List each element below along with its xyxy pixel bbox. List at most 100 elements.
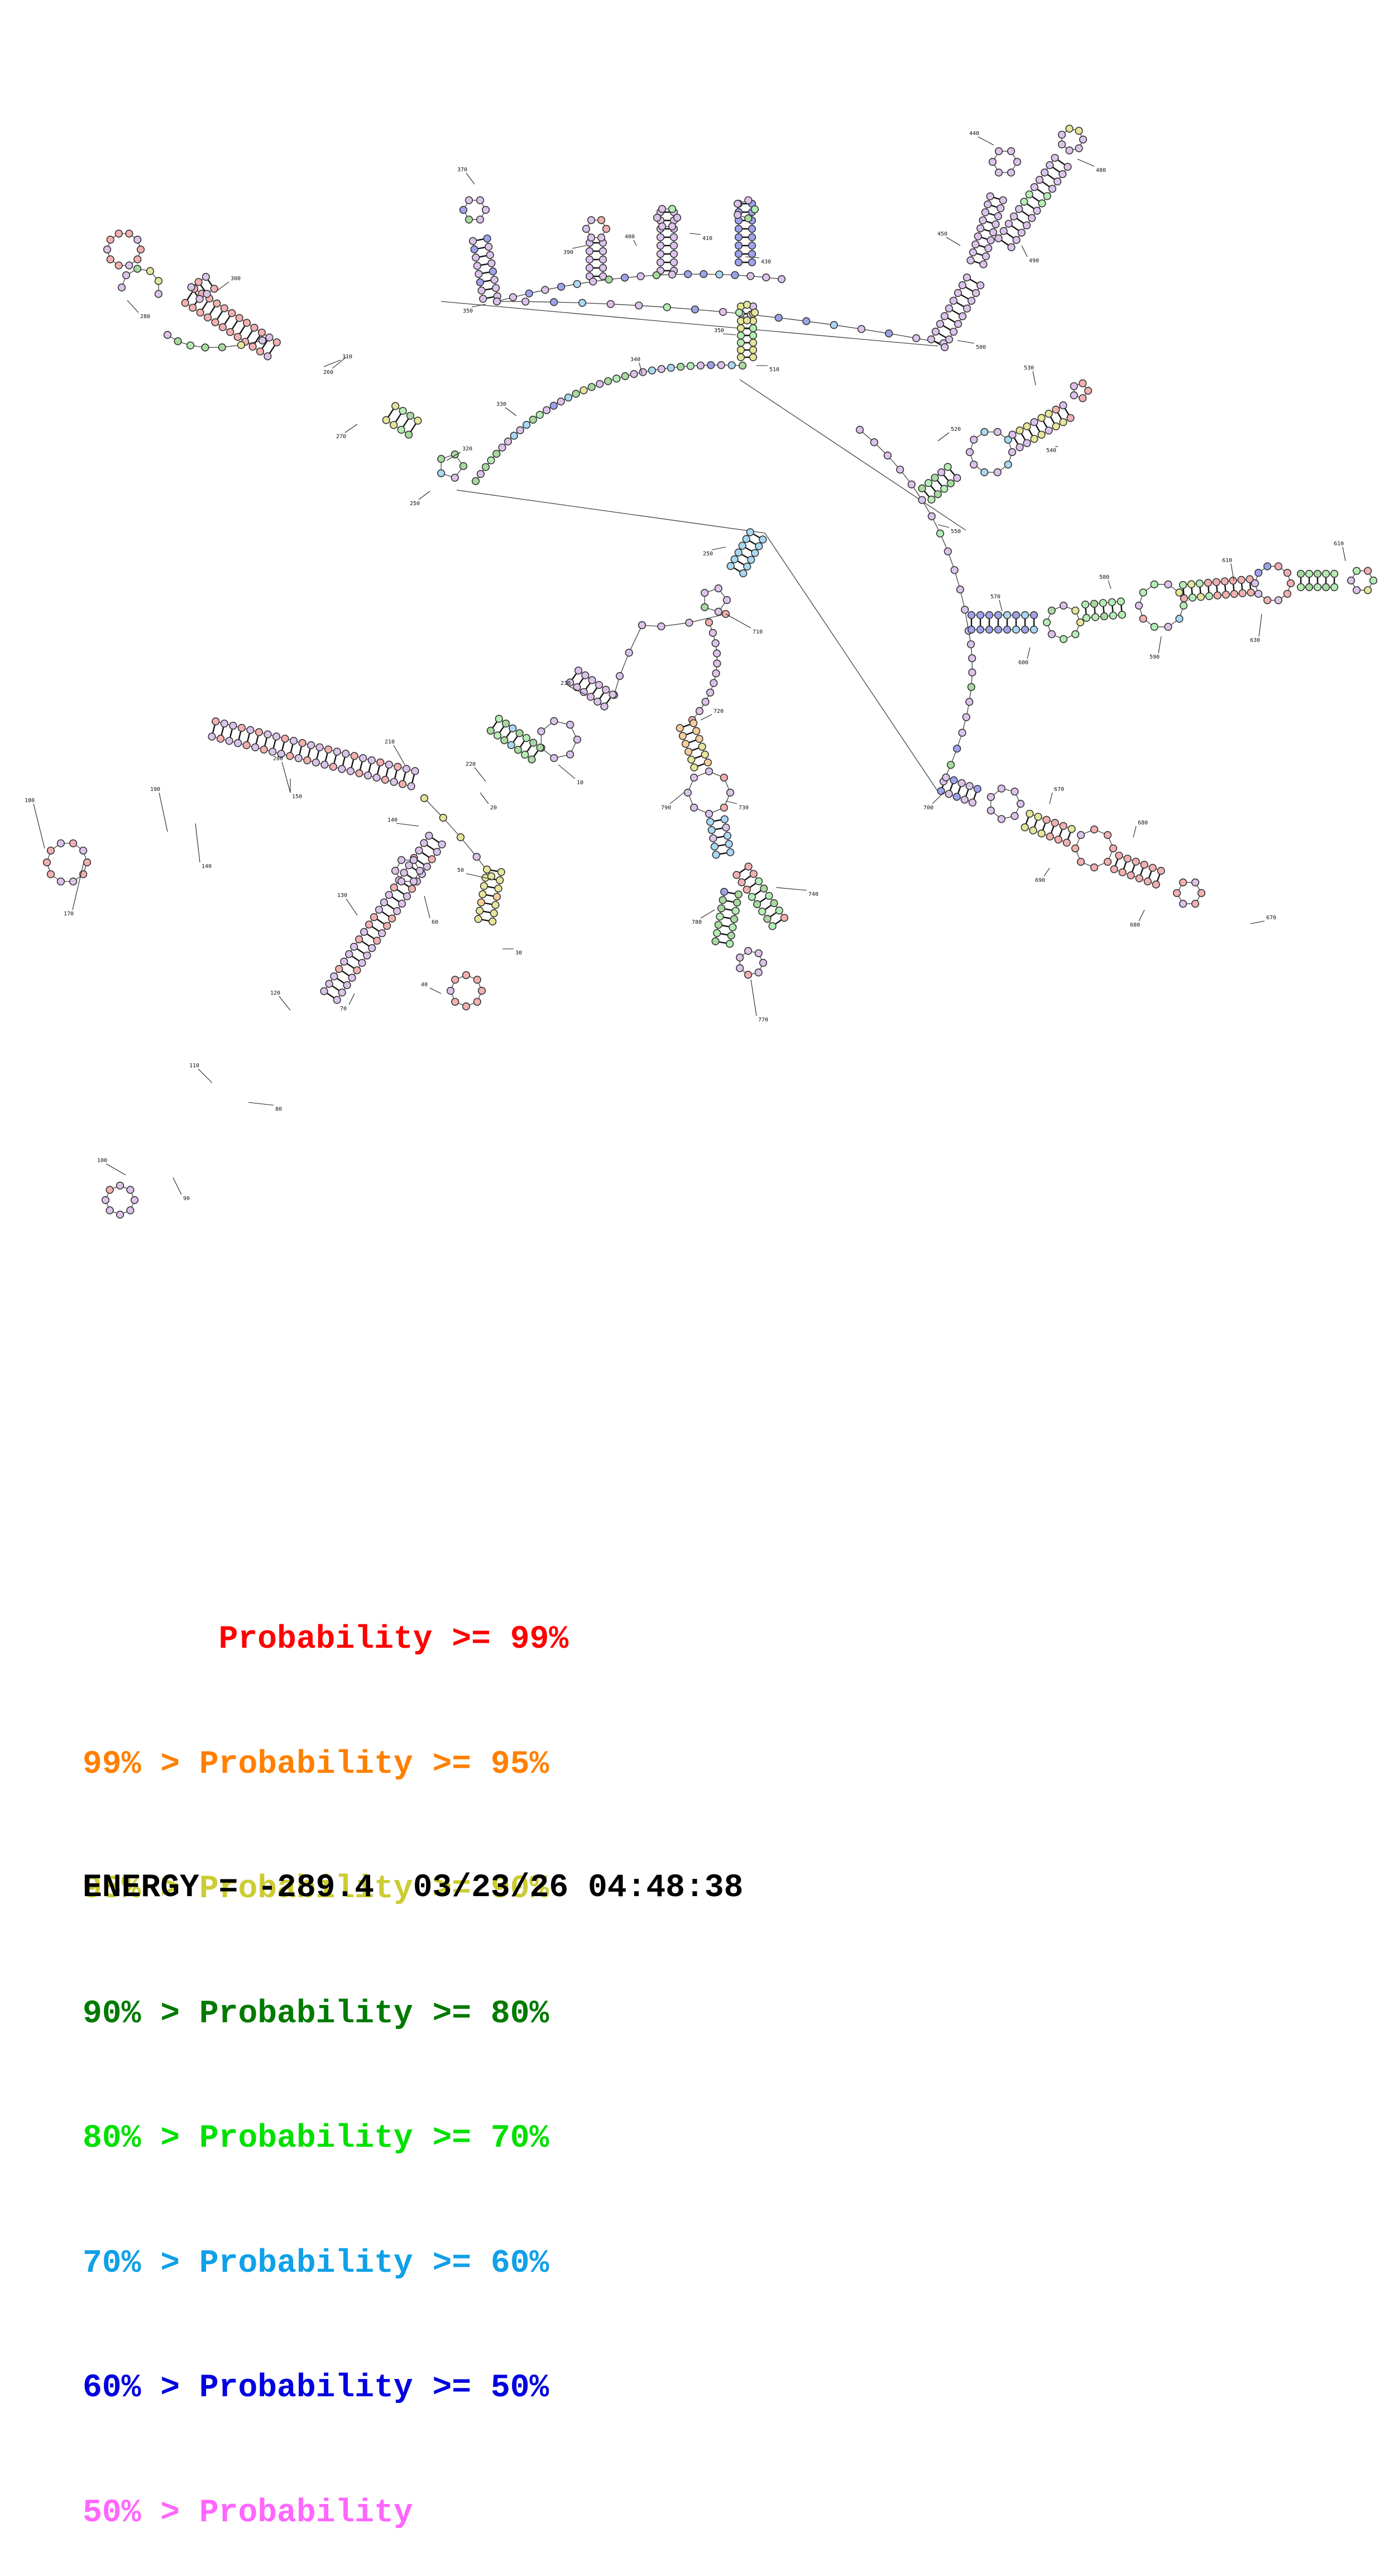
nucleotide-568 [727, 789, 734, 797]
nucleotide-191 [621, 274, 629, 281]
nucleotide-765 [366, 921, 373, 928]
nucleotide-524 [739, 542, 746, 549]
nucleotide-195 [684, 271, 692, 278]
nucleotide-767 [361, 928, 368, 936]
nucleotide-400 [1072, 607, 1079, 615]
nucleotide-251 [968, 298, 975, 305]
index-label: 140 [202, 864, 212, 870]
nucleotide-78 [537, 411, 544, 419]
index-label: 350 [463, 308, 473, 314]
nucleotide-665 [373, 774, 380, 781]
nucleotide-31 [405, 431, 413, 438]
nucleotide-51 [115, 230, 122, 237]
nucleotide-80 [550, 402, 558, 410]
index-tick [1259, 614, 1262, 636]
nucleotide-771 [351, 943, 358, 951]
nucleotide-477 [998, 816, 1005, 823]
nucleotide-760 [394, 908, 401, 915]
index-tick [1139, 910, 1144, 921]
nucleotide-33 [460, 463, 467, 470]
index-tick [346, 899, 357, 915]
nucleotide-212 [775, 314, 782, 322]
nucleotide-44 [137, 246, 145, 253]
nucleotide-325 [981, 469, 988, 476]
nucleotide-777 [336, 966, 343, 973]
nucleotide-732 [447, 987, 454, 995]
nucleotide-452 [1306, 570, 1313, 578]
index-label: 500 [976, 344, 986, 351]
index-label: 80 [275, 1106, 282, 1112]
nucleotide-328 [970, 436, 978, 443]
nucleotide-113 [472, 254, 480, 261]
nucleotide-412 [1176, 615, 1183, 622]
nucleotide-149 [657, 234, 664, 241]
nucleotide-492 [1063, 839, 1070, 846]
nucleotide-146 [671, 242, 678, 250]
nucleotide-103 [480, 295, 487, 303]
nucleotide-265 [990, 229, 997, 236]
nucleotide-783 [320, 987, 328, 995]
nucleotide-541 [639, 622, 646, 629]
nucleotide-296 [1031, 184, 1038, 191]
nucleotide-381 [986, 626, 993, 634]
nucleotide-645 [521, 751, 529, 759]
nucleotide-336 [1031, 435, 1038, 443]
nucleotide-58 [210, 285, 218, 292]
nucleotide-603 [735, 891, 743, 898]
nucleotide-91 [639, 368, 646, 376]
nucleotide-415 [1139, 615, 1147, 622]
nucleotide-488 [1046, 833, 1053, 840]
nucleotide-779 [331, 973, 338, 980]
nucleotide-225 [750, 332, 757, 339]
nucleotide-43 [155, 290, 162, 298]
nucleotide-666 [368, 757, 376, 764]
nucleotide-404 [1091, 600, 1098, 607]
index-label: 740 [808, 891, 818, 898]
nucleotide-184 [510, 294, 517, 301]
nucleotide-145 [657, 251, 664, 258]
nucleotide-95 [677, 363, 684, 371]
nucleotide-286 [1005, 220, 1013, 228]
nucleotide-116 [483, 235, 491, 242]
nucleotide-565 [701, 751, 708, 759]
nucleotide-708 [47, 871, 55, 878]
nucleotide-302 [1046, 162, 1053, 169]
nucleotide-324 [994, 469, 1001, 476]
nucleotide-649 [507, 742, 515, 749]
nucleotide-118 [482, 207, 490, 214]
nucleotide-57 [195, 279, 202, 286]
nucleotide-99 [718, 362, 725, 369]
nucleotide-459 [1370, 577, 1377, 584]
nucleotide-56 [203, 290, 210, 298]
nucleotide-551 [710, 679, 717, 687]
backbone-segment [582, 303, 611, 304]
nucleotide-194 [669, 271, 676, 279]
nucleotide-360 [937, 530, 944, 537]
nucleotide-323 [1004, 461, 1012, 468]
nucleotide-630 [580, 689, 587, 696]
nucleotide-374 [954, 745, 961, 752]
nucleotide-14 [236, 314, 243, 322]
nucleotide-506 [1127, 872, 1134, 879]
nucleotide-504 [1119, 869, 1126, 876]
nucleotide-502 [1110, 866, 1118, 873]
nucleotide-326 [970, 461, 978, 468]
nucleotide-395 [1060, 636, 1067, 643]
nucleotide-268 [979, 217, 986, 224]
legend-row-99-text: Probability >= 99% [83, 1622, 568, 1658]
nucleotide-518 [1180, 879, 1187, 886]
nucleotide-136 [588, 234, 595, 241]
nucleotide-340 [1045, 427, 1052, 434]
nucleotide-378 [968, 612, 975, 619]
index-label: 260 [323, 370, 333, 376]
index-label: 20 [490, 805, 497, 811]
nucleotide-156 [674, 214, 681, 222]
nucleotide-560 [682, 740, 689, 747]
index-tick [106, 1164, 126, 1175]
nucleotide-386 [1004, 612, 1011, 619]
nucleotide-129 [586, 256, 593, 263]
nucleotide-615 [726, 941, 734, 948]
nucleotide-646 [523, 735, 530, 742]
nucleotide-600 [769, 923, 776, 930]
nucleotide-101 [739, 362, 746, 370]
